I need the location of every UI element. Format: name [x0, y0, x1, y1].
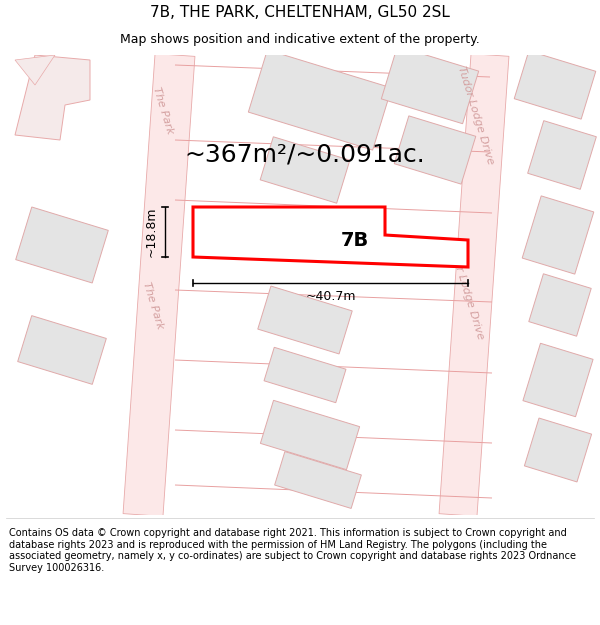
Polygon shape: [527, 121, 596, 189]
Polygon shape: [123, 54, 195, 516]
Polygon shape: [394, 116, 476, 184]
Polygon shape: [275, 452, 361, 508]
Text: Contains OS data © Crown copyright and database right 2021. This information is : Contains OS data © Crown copyright and d…: [9, 528, 576, 573]
Polygon shape: [529, 274, 591, 336]
Polygon shape: [260, 401, 359, 469]
Polygon shape: [514, 51, 596, 119]
Text: ~40.7m: ~40.7m: [305, 291, 356, 304]
Polygon shape: [523, 343, 593, 417]
Polygon shape: [260, 137, 350, 203]
Polygon shape: [17, 316, 106, 384]
Polygon shape: [15, 55, 90, 140]
Polygon shape: [522, 196, 594, 274]
Text: Tudor Lodge Drive: Tudor Lodge Drive: [446, 240, 486, 340]
Text: ~18.8m: ~18.8m: [145, 207, 157, 258]
Text: 7B: 7B: [341, 231, 369, 249]
Text: Tudor Lodge Drive: Tudor Lodge Drive: [456, 65, 496, 165]
Polygon shape: [15, 55, 55, 85]
Polygon shape: [439, 54, 509, 516]
Polygon shape: [382, 46, 479, 124]
Text: The Park: The Park: [141, 280, 165, 330]
Text: ~367m²/~0.091ac.: ~367m²/~0.091ac.: [185, 143, 425, 167]
Text: Map shows position and indicative extent of the property.: Map shows position and indicative extent…: [120, 33, 480, 46]
Text: The Park: The Park: [151, 85, 175, 135]
Polygon shape: [16, 207, 108, 283]
Polygon shape: [248, 50, 392, 150]
Polygon shape: [193, 207, 468, 267]
Polygon shape: [258, 286, 352, 354]
Text: 7B, THE PARK, CHELTENHAM, GL50 2SL: 7B, THE PARK, CHELTENHAM, GL50 2SL: [150, 4, 450, 19]
Polygon shape: [264, 348, 346, 403]
Polygon shape: [524, 418, 592, 482]
